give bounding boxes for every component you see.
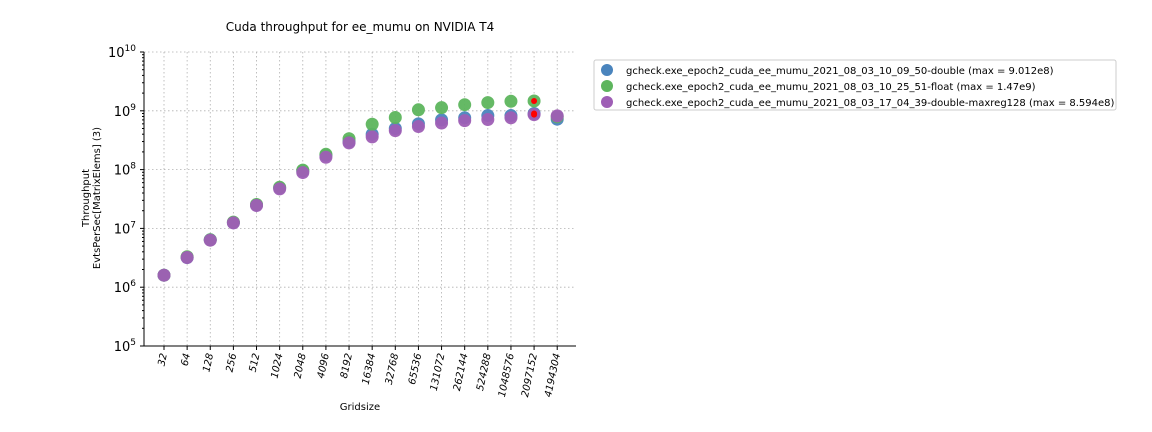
series-2-point — [365, 117, 379, 131]
series-3-point — [435, 116, 449, 130]
x-tick-label: 256 — [225, 352, 240, 373]
series-2-point — [411, 103, 425, 117]
x-tick-label: 4194304 — [543, 352, 563, 398]
series-3-point — [481, 113, 495, 127]
y-axis-label: Throughput EvtsPerSec[MatrixElems] (3) — [81, 127, 103, 269]
x-tick-label: 128 — [201, 352, 216, 373]
data-points — [157, 94, 564, 282]
series-3-point — [180, 250, 194, 264]
series-3-point — [504, 111, 518, 125]
series-3-point — [388, 124, 402, 138]
series-2-point — [481, 96, 495, 110]
series-2-point — [458, 98, 472, 112]
y-tick-label: 105 — [114, 338, 136, 355]
legend-label-3: gcheck.exe_epoch2_cuda_ee_mumu_2021_08_0… — [626, 98, 1115, 109]
legend-swatch-1 — [601, 64, 613, 76]
legend-swatch-3 — [601, 96, 613, 108]
y-tick-label: 108 — [114, 162, 137, 179]
y-tick-label: 1010 — [108, 44, 136, 61]
y-tick-label: 106 — [114, 279, 137, 296]
series-3-point — [296, 166, 310, 180]
x-tick-label: 64 — [180, 352, 193, 367]
series-3-point — [226, 216, 240, 230]
legend-label-2: gcheck.exe_epoch2_cuda_ee_mumu_2021_08_0… — [626, 82, 1036, 93]
x-tick-label: 65536 — [407, 352, 424, 385]
x-tick-label: 4096 — [316, 352, 332, 379]
series-2-point — [504, 94, 518, 108]
y-axis-label-line-1: Throughput — [81, 169, 92, 228]
y-tick-label: 107 — [114, 220, 136, 237]
max-marker — [531, 111, 538, 118]
series-3-point — [157, 268, 171, 282]
series-3-point — [273, 182, 287, 196]
series-3-point — [458, 114, 472, 128]
legend: gcheck.exe_epoch2_cuda_ee_mumu_2021_08_0… — [593, 59, 1117, 111]
max-marker — [531, 97, 538, 104]
legend-label-1: gcheck.exe_epoch2_cuda_ee_mumu_2021_08_0… — [626, 66, 1054, 77]
series-2-point — [435, 101, 449, 115]
y-axis: 105 106 107 108 109 1010 — [108, 44, 144, 355]
legend-frame — [593, 59, 1117, 111]
y-axis-label-line-2: EvtsPerSec[MatrixElems] (3) — [92, 127, 103, 269]
series-3-point — [319, 150, 333, 164]
y-tick-label: 109 — [114, 103, 137, 120]
axes-spines — [143, 52, 576, 347]
x-tick-label: 2048 — [293, 352, 309, 379]
grid-lines — [144, 51, 576, 347]
x-tick-label: 16384 — [361, 352, 378, 385]
x-tick-label: 1048576 — [497, 352, 517, 398]
chart-title: Cuda throughput for ee_mumu on NVIDIA T4 — [226, 20, 494, 34]
x-tick-label: 8192 — [339, 352, 355, 379]
x-tick-label: 131072 — [429, 352, 448, 392]
series-3-point — [342, 136, 356, 150]
series-3-point — [203, 233, 217, 247]
x-tick-label: 262144 — [452, 352, 471, 392]
x-axis-label: Gridsize — [340, 402, 380, 413]
x-tick-label: 1024 — [270, 352, 286, 379]
series-3-point — [411, 120, 425, 134]
series-3-point — [365, 130, 379, 144]
series-3-point — [550, 109, 564, 123]
series-2-point — [388, 110, 402, 124]
x-axis: 32 64 128 256 512 1024 2048 4096 8192 16384 32768 6… — [157, 346, 563, 398]
x-tick-label: 524288 — [475, 352, 494, 392]
x-tick-label: 32768 — [384, 352, 401, 385]
x-tick-label: 512 — [248, 352, 263, 373]
legend-swatch-2 — [601, 80, 613, 92]
x-tick-label: 32 — [157, 352, 170, 367]
x-tick-label: 2097152 — [520, 352, 540, 398]
series-3-point — [250, 199, 264, 213]
